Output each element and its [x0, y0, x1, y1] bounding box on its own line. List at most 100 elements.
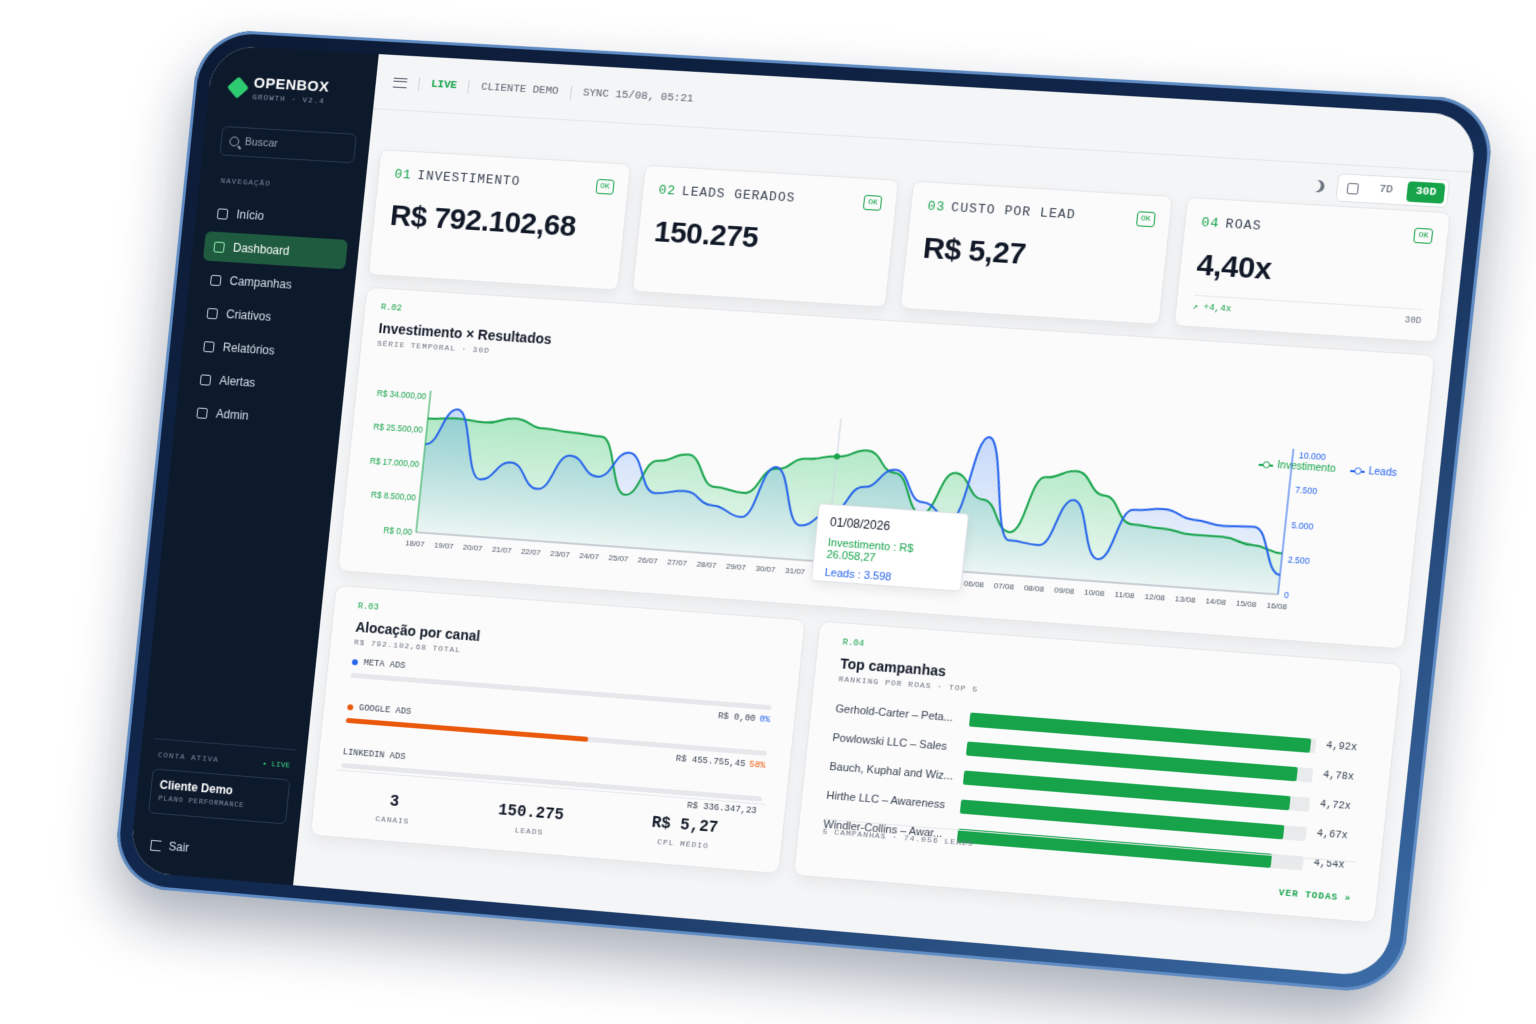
- stat-cpl: R$ 5,27 CPL MÉDIO: [649, 814, 719, 852]
- kpi-period: 30D: [1404, 315, 1422, 326]
- x-tick-label: 23/07: [550, 549, 570, 559]
- kpi-card-leads: 02 LEADS GERADOS OK 150.275: [631, 165, 899, 308]
- sidebar-item-alertas[interactable]: Alertas: [189, 364, 334, 403]
- right-tick-label: 10.000: [1298, 450, 1326, 462]
- x-tick-label: 15/08: [1235, 599, 1257, 610]
- x-tick-label: 18/07: [405, 538, 425, 548]
- megaphone-icon: [210, 274, 222, 285]
- logout-button[interactable]: Sair: [150, 838, 190, 855]
- legend-label: Leads: [1368, 466, 1397, 479]
- channel-percent: 0%: [759, 714, 771, 725]
- date-range-controls: 7D 30D: [1311, 172, 1451, 208]
- campaign-name: Hirthe LLC – Awareness: [826, 789, 951, 811]
- menu-icon[interactable]: [393, 77, 408, 88]
- channel-label: LINKEDIN ADS: [342, 747, 406, 762]
- campaign-name: Bauch, Kuphal and Wiz...: [829, 760, 954, 782]
- sidebar-item-dashboard[interactable]: Dashboard: [203, 231, 348, 269]
- campaign-name: Powlowski LLC – Sales: [832, 732, 957, 754]
- x-tick-label: 31/07: [785, 566, 806, 577]
- channel-percent: 58%: [749, 760, 766, 771]
- channel-amount: R$ 455.755,45: [675, 754, 745, 769]
- x-tick-label: 08/08: [1023, 583, 1045, 594]
- status-badge: OK: [1136, 211, 1156, 227]
- kpi-value: R$ 5,27: [921, 232, 1149, 280]
- stat-label: CANAIS: [375, 815, 410, 827]
- screen: OPENBOX GROWTH · V2.4 Buscar NAVEGAÇÃO I…: [129, 45, 1478, 978]
- stat-leads: 150.275 LEADS: [496, 801, 565, 839]
- channel-amount: R$ 0,00: [717, 711, 755, 724]
- brand[interactable]: OPENBOX GROWTH · V2.4: [229, 73, 330, 106]
- x-tick-label: 19/07: [434, 541, 454, 551]
- sidebar-item-campanhas[interactable]: Campanhas: [199, 264, 344, 302]
- campaign-roas: 4,67x: [1316, 829, 1358, 843]
- divider: [418, 77, 420, 91]
- logout-icon: [150, 839, 162, 851]
- kpi-index: 02: [658, 183, 677, 199]
- sidebar-item-criativos[interactable]: Criativos: [196, 298, 341, 337]
- client-name: CLIENTE DEMO: [481, 81, 560, 97]
- sidebar-item-label: Campanhas: [229, 274, 292, 292]
- kpi-card-investimento: 01 INVESTIMENTO OK R$ 792.102,68: [368, 149, 631, 291]
- account-panel: CONTA ATIVA • LIVE Cliente Demo PLANO PE…: [146, 738, 296, 828]
- x-tick-label: 26/07: [637, 555, 658, 565]
- chart-tooltip: 01/08/2026 Investimento : R$ 26.058,27 L…: [811, 503, 969, 592]
- x-tick-label: 13/08: [1175, 594, 1197, 605]
- x-tick-label: 16/08: [1266, 601, 1288, 612]
- sidebar-item-admin[interactable]: Admin: [186, 397, 331, 436]
- stat-label: LEADS: [496, 825, 563, 839]
- x-tick-label: 14/08: [1205, 596, 1227, 607]
- tooltip-date: 01/08/2026: [829, 515, 955, 538]
- channel-label: META ADS: [363, 658, 406, 671]
- x-tick-label: 06/08: [963, 579, 985, 590]
- account-caption: CONTA ATIVA: [157, 751, 219, 765]
- stat-value: 3: [377, 792, 413, 812]
- channel-fill: [350, 673, 351, 678]
- campaign-name: Gerhold-Carter – Peta...: [835, 703, 960, 725]
- campaign-roas: 4,78x: [1322, 770, 1364, 784]
- kpi-value: 150.275: [653, 215, 877, 262]
- logo-icon: [227, 76, 249, 98]
- sidebar-item-label: Criativos: [226, 307, 272, 324]
- status-badge: OK: [595, 179, 614, 195]
- account-live-badge: • LIVE: [262, 760, 291, 771]
- kpi-label: 04 ROAS: [1201, 215, 1432, 244]
- x-tick-label: 25/07: [608, 553, 629, 563]
- range-7d-button[interactable]: 7D: [1370, 179, 1402, 201]
- x-tick-label: 11/08: [1114, 590, 1135, 601]
- kpi-value: 4,40x: [1195, 248, 1428, 297]
- grid-icon: [213, 241, 225, 252]
- status-badge: OK: [863, 195, 882, 211]
- sidebar-item-inicio[interactable]: Início: [206, 198, 351, 236]
- nav-caption: NAVEGAÇÃO: [220, 177, 271, 189]
- range-30d-button[interactable]: 30D: [1406, 181, 1445, 204]
- file-icon: [203, 341, 215, 352]
- account-switcher[interactable]: Cliente Demo PLANO PERFORMANCE: [148, 768, 290, 824]
- sidebar-item-label: Dashboard: [232, 241, 290, 258]
- search-icon: [229, 136, 240, 146]
- top-campaigns-card: R.04 Top campanhas RANKING POR ROAS · TO…: [793, 621, 1403, 924]
- home-icon: [217, 208, 229, 219]
- x-tick-label: 21/07: [492, 545, 512, 555]
- tooltip-investimento: Investimento : R$ 26.058,27: [826, 537, 953, 570]
- search-input[interactable]: Buscar: [219, 126, 357, 163]
- allocation-card: R.03 Alocação por canal R$ 792.102,68 TO…: [310, 585, 806, 874]
- brand-name: OPENBOX: [253, 75, 330, 96]
- range-selector: 7D 30D: [1335, 173, 1450, 208]
- right-tick-label: 5.000: [1291, 520, 1314, 532]
- kpi-index: 01: [394, 167, 413, 183]
- sidebar-item-relatorios[interactable]: Relatórios: [193, 331, 338, 370]
- see-all-link[interactable]: VER TODAS »: [1278, 888, 1352, 904]
- channel-value: R$ 455.755,45 58%: [675, 754, 765, 771]
- sidebar-item-label: Alertas: [219, 374, 256, 390]
- x-tick-label: 20/07: [463, 543, 483, 553]
- kpi-value: R$ 792.102,68: [389, 199, 609, 246]
- kpi-index: 04: [1201, 215, 1221, 231]
- x-tick-label: 07/08: [993, 581, 1015, 592]
- calendar-icon[interactable]: [1347, 182, 1360, 194]
- left-tick-label: R$ 0,00: [383, 525, 413, 537]
- kpi-delta: ↗ +4,4x: [1192, 302, 1232, 315]
- live-indicator: LIVE: [431, 78, 458, 91]
- x-tick-label: 27/07: [667, 557, 688, 567]
- moon-icon[interactable]: [1310, 178, 1326, 194]
